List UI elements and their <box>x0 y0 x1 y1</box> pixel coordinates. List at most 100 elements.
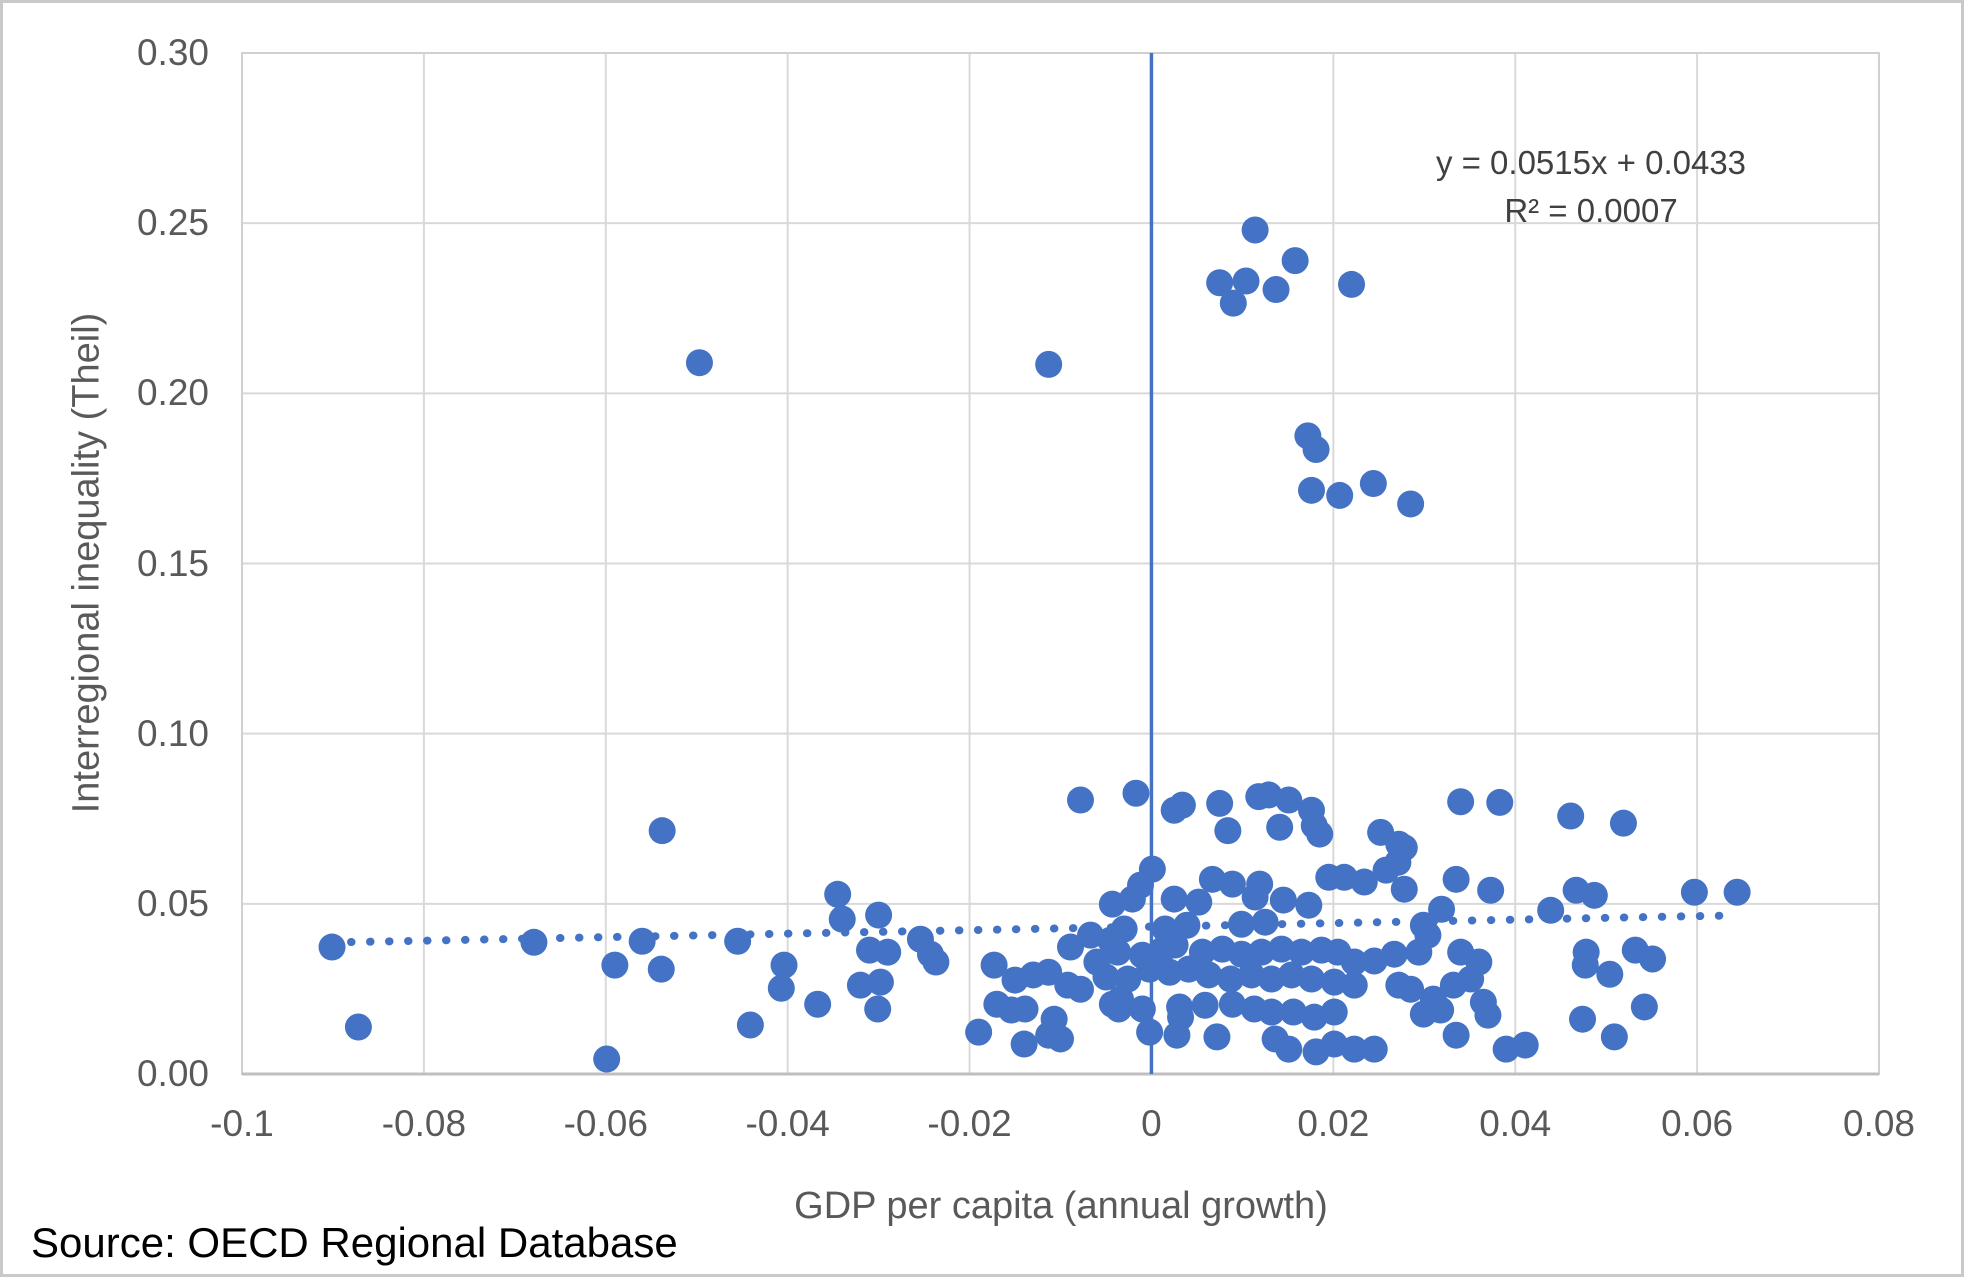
data-point <box>1338 270 1366 298</box>
data-point <box>1320 998 1348 1026</box>
x-axis-tick-label: -0.1 <box>210 1103 274 1144</box>
data-point <box>1511 1031 1539 1059</box>
data-point <box>1206 269 1234 297</box>
data-point <box>648 817 676 845</box>
data-point <box>1596 960 1624 988</box>
data-point <box>1397 490 1425 518</box>
data-point <box>685 349 713 377</box>
x-axis-tick-label: -0.06 <box>563 1103 648 1144</box>
data-point <box>1040 1005 1068 1033</box>
trendline-r-squared: R² = 0.0007 <box>1504 191 1678 229</box>
data-point <box>1214 817 1242 845</box>
trendline <box>328 911 1739 947</box>
data-point <box>1206 789 1234 817</box>
data-point <box>1227 940 1255 968</box>
data-point <box>344 1013 372 1041</box>
data-point <box>1257 998 1285 1026</box>
data-point <box>1269 886 1297 914</box>
y-axis-tick-label: 0.30 <box>136 32 209 73</box>
y-axis-tick-label: 0.20 <box>136 372 209 414</box>
data-point <box>1218 870 1246 898</box>
data-point <box>1247 938 1275 966</box>
x-axis-tick-label: 0.06 <box>1661 1103 1734 1144</box>
data-point <box>601 951 629 979</box>
data-point <box>1281 247 1309 275</box>
data-point <box>1320 968 1348 996</box>
data-point <box>1486 788 1514 816</box>
data-point <box>804 990 832 1018</box>
data-point <box>846 971 874 999</box>
data-point <box>1326 481 1354 509</box>
data-point <box>736 1011 764 1039</box>
data-point <box>1104 938 1132 966</box>
data-point <box>1217 965 1245 993</box>
data-point <box>1428 895 1456 923</box>
y-axis-tick-label: 0.25 <box>136 202 209 244</box>
data-point <box>1138 855 1166 883</box>
data-point <box>1195 961 1223 989</box>
data-point <box>1414 921 1442 949</box>
data-point <box>1128 995 1156 1023</box>
data-point <box>593 1045 621 1073</box>
data-point <box>1241 216 1269 244</box>
data-point <box>824 880 852 908</box>
data-point <box>1557 802 1585 830</box>
data-point <box>1232 267 1260 295</box>
data-point <box>1160 885 1188 913</box>
data-point <box>1723 878 1751 906</box>
data-point <box>874 938 902 966</box>
data-point <box>965 1018 993 1046</box>
data-point <box>865 901 893 929</box>
data-point <box>767 974 795 1002</box>
data-point <box>1168 791 1196 819</box>
data-point <box>1219 289 1247 317</box>
x-axis-tick-label: 0 <box>1141 1103 1162 1144</box>
data-point <box>1302 435 1330 463</box>
data-point <box>1218 990 1246 1018</box>
data-point <box>1600 1023 1628 1051</box>
x-axis-tick-label: -0.08 <box>381 1103 467 1144</box>
data-point <box>647 955 675 983</box>
data-point <box>520 928 548 956</box>
data-point <box>1122 779 1150 807</box>
data-point <box>1447 788 1475 816</box>
data-point <box>1477 876 1505 904</box>
data-point <box>828 905 856 933</box>
data-point <box>1035 350 1063 378</box>
data-point <box>1136 1018 1164 1046</box>
data-point <box>318 933 346 961</box>
data-point <box>1298 476 1326 504</box>
data-point <box>1203 1023 1231 1051</box>
data-point <box>1340 1035 1368 1063</box>
data-point <box>1161 931 1189 959</box>
data-point <box>1067 975 1095 1003</box>
x-axis-tick-label: 0.02 <box>1297 1103 1370 1144</box>
data-point <box>1288 938 1316 966</box>
data-point <box>1257 965 1285 993</box>
data-point <box>1580 881 1608 909</box>
data-point <box>1105 995 1133 1023</box>
data-point <box>1010 1030 1038 1058</box>
data-point <box>1380 940 1408 968</box>
data-point <box>1277 961 1305 989</box>
data-point <box>1609 809 1637 837</box>
data-point <box>1384 848 1412 876</box>
plot-area <box>241 52 1880 1076</box>
x-axis-title: GDP per capita (annual growth) <box>794 1185 1328 1227</box>
trendline-equation: y = 0.0515x + 0.0433 R² = 0.0007 <box>1436 139 1746 235</box>
data-point <box>1390 875 1418 903</box>
data-point <box>1035 958 1063 986</box>
data-point <box>1442 865 1470 893</box>
data-point <box>1465 948 1493 976</box>
data-point <box>864 995 892 1023</box>
data-point <box>1241 883 1269 911</box>
data-point <box>1298 965 1326 993</box>
data-point <box>1185 888 1213 916</box>
data-point <box>1360 1035 1388 1063</box>
data-point <box>1340 948 1368 976</box>
data-point <box>1442 1021 1470 1049</box>
y-axis-tick-label: 0.10 <box>136 712 209 754</box>
data-point <box>1011 995 1039 1023</box>
data-point <box>1474 1001 1502 1029</box>
